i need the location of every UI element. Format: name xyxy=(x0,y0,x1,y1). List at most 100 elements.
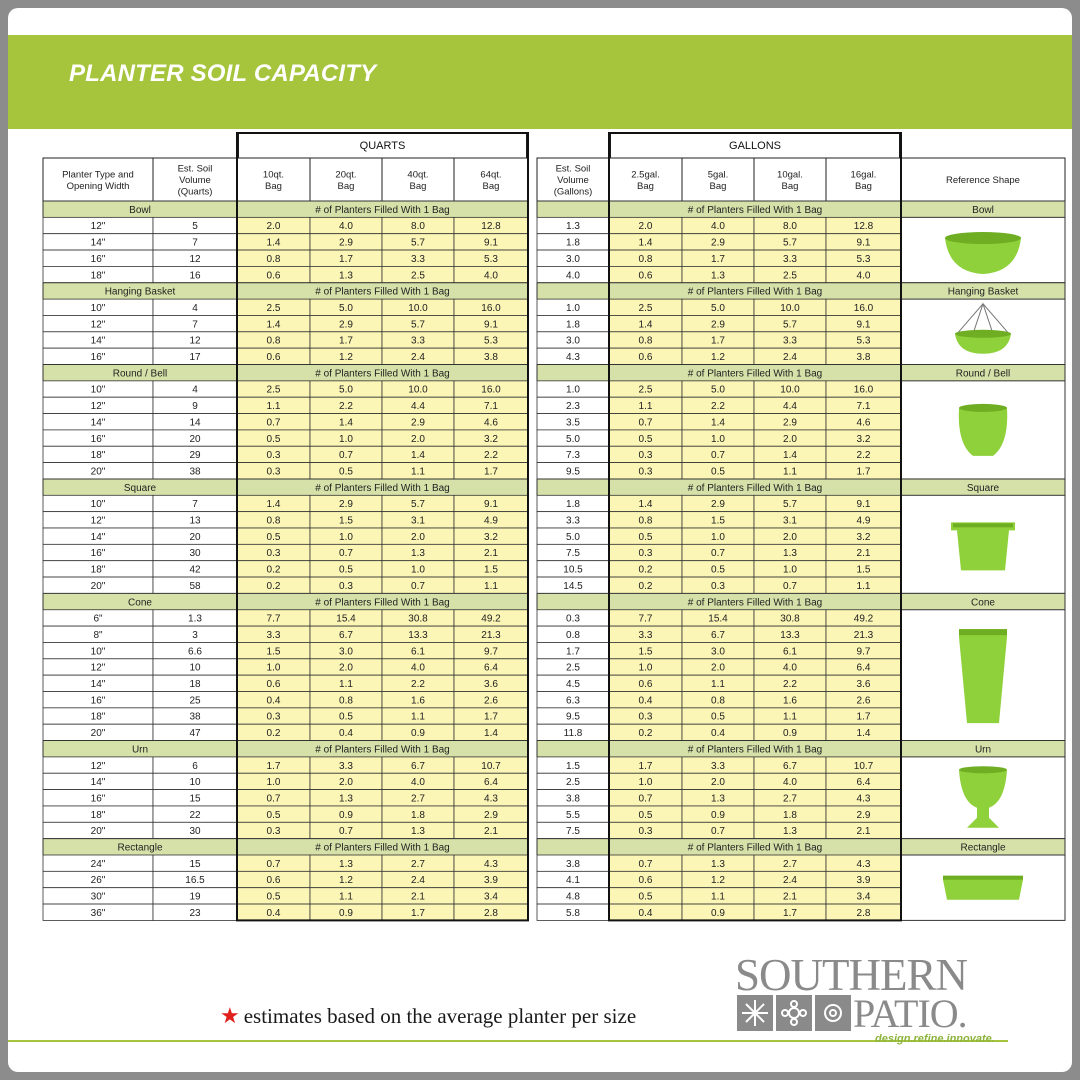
planters-filled-cell: 16.0 xyxy=(481,385,501,396)
planters-filled-cell: 0.7 xyxy=(639,417,653,428)
planters-filled-cell: 6.4 xyxy=(484,777,498,788)
table-row: 14" 10 1.0 2.0 4.0 6.4 2.5 1.0 2.0 4.0 6.4 xyxy=(42,772,902,791)
soil-volume-cell: 12 xyxy=(189,254,201,265)
table-row: 16" 25 0.4 0.8 1.6 2.6 6.3 0.4 0.8 1.6 2.6 xyxy=(42,691,902,709)
table-row: 14" 14 0.7 1.4 2.9 4.6 3.5 0.7 1.4 2.9 4.6 xyxy=(42,413,902,431)
opening-width-cell: 14" xyxy=(91,777,106,788)
planters-filled-cell: 1.4 xyxy=(783,450,797,461)
planters-filled-cell: 9.7 xyxy=(484,646,498,657)
opening-width-cell: 24" xyxy=(91,859,106,870)
planters-filled-cell: 2.5 xyxy=(783,270,797,281)
gallons-block-outline xyxy=(608,132,902,922)
planters-filled-cell: 0.4 xyxy=(267,695,281,706)
quarts-block-outline xyxy=(236,132,529,922)
planters-filled-cell: 1.5 xyxy=(267,646,281,657)
soil-volume-cell: 17 xyxy=(189,352,201,363)
planters-filled-cell: 2.9 xyxy=(711,238,725,249)
planters-filled-cell: 2.4 xyxy=(411,352,425,363)
planters-filled-cell: 2.0 xyxy=(411,434,425,445)
planters-filled-cell: 0.5 xyxy=(639,434,653,445)
planters-filled-cell: 1.4 xyxy=(857,728,871,739)
opening-width-cell: 20" xyxy=(91,728,106,739)
planters-filled-cell: 0.8 xyxy=(339,695,353,706)
planters-filled-cell: 16.0 xyxy=(481,303,501,314)
soil-volume-cell: 47 xyxy=(189,728,201,739)
planters-filled-cell: 6.1 xyxy=(783,646,797,657)
planters-filled-cell: 1.2 xyxy=(339,352,353,363)
planters-filled-cell: 0.2 xyxy=(267,728,281,739)
planters-filled-cell: 2.0 xyxy=(711,777,725,788)
soil-volume-cell: 30 xyxy=(189,548,201,559)
table-row: 24" 15 0.7 1.3 2.7 4.3 3.8 0.7 1.3 2.7 4.3 xyxy=(42,854,902,872)
planters-filled-cell: 4.0 xyxy=(484,270,498,281)
planters-filled-cell: 12.8 xyxy=(481,221,501,232)
planters-filled-cell: 3.3 xyxy=(783,336,797,347)
soil-volume-cell: 2.5 xyxy=(566,777,580,788)
table-row: 18" 22 0.5 0.9 1.8 2.9 5.5 0.5 0.9 1.8 2.9 xyxy=(42,805,902,823)
table-row: 26" 16.5 0.6 1.2 2.4 3.9 4.1 0.6 1.2 2.4 3.9 xyxy=(42,870,902,889)
planters-filled-cell: 0.6 xyxy=(267,875,281,886)
planters-filled-cell: 1.1 xyxy=(711,679,725,690)
planters-filled-cell: 12.8 xyxy=(854,221,874,232)
planters-filled-cell: 3.3 xyxy=(267,630,281,641)
planters-filled-cell: 2.9 xyxy=(339,238,353,249)
planters-filled-cell: 0.7 xyxy=(639,793,653,804)
planters-filled-label: # of Planters Filled With 1 Bag xyxy=(315,368,450,379)
planters-filled-cell: 10.0 xyxy=(408,303,428,314)
planters-filled-cell: 1.1 xyxy=(339,679,353,690)
planters-filled-cell: 1.2 xyxy=(711,352,725,363)
planters-filled-cell: 2.2 xyxy=(339,401,353,412)
planters-filled-cell: 2.5 xyxy=(639,303,653,314)
planters-filled-cell: 3.3 xyxy=(639,630,653,641)
soil-volume-cell: 13 xyxy=(189,516,201,527)
section-name: Round / Bell xyxy=(113,368,167,379)
planters-filled-cell: 4.3 xyxy=(857,859,871,870)
planters-filled-cell: 0.7 xyxy=(267,793,281,804)
planters-filled-cell: 16.0 xyxy=(854,303,874,314)
soil-volume-cell: 7 xyxy=(192,499,198,510)
planters-filled-cell: 4.0 xyxy=(339,221,353,232)
planters-filled-cell: 1.3 xyxy=(711,859,725,870)
soil-volume-cell: 15 xyxy=(189,859,201,870)
soil-volume-gallons-header: Est. Soil xyxy=(556,164,591,175)
planters-filled-cell: 0.2 xyxy=(639,728,653,739)
planters-filled-cell: 3.3 xyxy=(411,336,425,347)
rectangle-planter-icon xyxy=(943,875,1023,900)
planters-filled-cell: 3.2 xyxy=(484,532,498,543)
planters-filled-cell: 49.2 xyxy=(854,614,874,625)
planters-filled-cell: 3.8 xyxy=(857,352,871,363)
soil-volume-cell: 14 xyxy=(189,417,201,428)
table-row: 14" 12 0.8 1.7 3.3 5.3 3.0 0.8 1.7 3.3 5.3 xyxy=(42,331,902,349)
planters-filled-cell: 3.4 xyxy=(857,892,871,903)
soil-volume-cell: 1.8 xyxy=(566,319,580,330)
planters-filled-cell: 1.2 xyxy=(711,875,725,886)
soil-volume-gallons-header: Volume xyxy=(557,175,589,186)
planters-filled-cell: 10.0 xyxy=(408,385,428,396)
planters-filled-cell: 0.7 xyxy=(339,826,353,837)
planters-filled-cell: 1.7 xyxy=(484,466,498,477)
planters-filled-cell: 21.3 xyxy=(854,630,874,641)
soil-volume-cell: 10.5 xyxy=(563,565,583,576)
soil-volume-cell: 1.5 xyxy=(566,761,580,772)
table-row: 14" 7 1.4 2.9 5.7 9.1 1.8 1.4 2.9 5.7 9.1 xyxy=(42,233,902,251)
planters-filled-cell: 1.0 xyxy=(339,434,353,445)
opening-width-cell: 36" xyxy=(91,908,106,919)
planters-filled-cell: 7.7 xyxy=(639,614,653,625)
planters-filled-cell: 4.0 xyxy=(711,221,725,232)
quart-bag-header: Bag xyxy=(410,181,427,192)
gallon-bag-header: Bag xyxy=(782,181,799,192)
planters-filled-cell: 1.1 xyxy=(267,401,281,412)
planters-filled-cell: 1.7 xyxy=(783,908,797,919)
planters-filled-cell: 0.6 xyxy=(639,679,653,690)
planters-filled-cell: 1.3 xyxy=(711,793,725,804)
gallon-bag-header: 16gal. xyxy=(851,169,877,180)
planters-filled-cell: 1.4 xyxy=(639,499,653,510)
soil-volume-cell: 1.8 xyxy=(566,238,580,249)
soil-volume-cell: 6.3 xyxy=(566,695,580,706)
planters-filled-cell: 0.3 xyxy=(711,581,725,592)
logo-tagline: design.refine.innovate. xyxy=(875,1033,995,1045)
section-name: Hanging Basket xyxy=(105,287,176,298)
planters-filled-cell: 0.5 xyxy=(339,466,353,477)
planters-filled-cell: 1.5 xyxy=(857,565,871,576)
title-banner xyxy=(8,35,1072,129)
